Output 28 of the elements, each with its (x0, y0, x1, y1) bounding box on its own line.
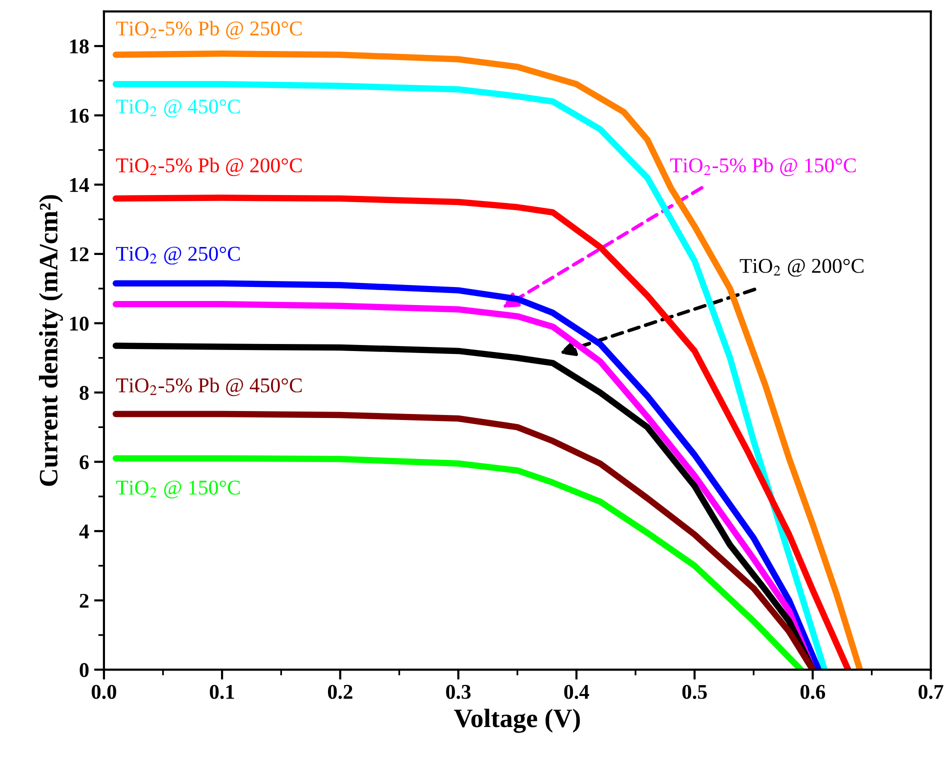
series-label: TiO$_{2}$-5% Pb @ 250°C (116, 20, 302, 40)
y-tick-label: 10 (70, 316, 89, 331)
y-tick-label: 0 (80, 663, 89, 678)
y-tick-label: 14 (70, 178, 89, 192)
series-label: TiO$_{2}$-5% Pb @ 200°C (116, 158, 302, 176)
x-tick-label: 0.6 (800, 684, 826, 700)
x-tick-label: 0.7 (918, 684, 944, 700)
x-tick-label: 0.5 (682, 684, 707, 700)
text: TiO$_{2}$ @ 200°C (740, 258, 864, 277)
x-tick-label: 0.1 (210, 684, 234, 700)
y-tick-label: 6 (80, 455, 89, 470)
y-tick-label: 2 (80, 594, 88, 608)
y-tick-label: 12 (70, 247, 88, 262)
x-axis-title: Voltage (V) (454, 708, 580, 733)
x-tick-label: 0.0 (92, 684, 116, 700)
series-label: TiO$_{2}$ @ 150°C (116, 480, 240, 498)
y-tick-label: 4 (79, 524, 89, 538)
x-tick-label: 0.4 (564, 684, 590, 700)
y-tick-label: 16 (70, 108, 89, 123)
text: TiO$_{2}$-5% Pb @ 150°C (670, 158, 856, 176)
y-axis-title: Current density (mA/cm²) (38, 195, 63, 486)
y-tick-label: 8 (80, 386, 89, 400)
series-label: TiO$_{2}$ @ 450°C (116, 99, 240, 118)
series-label: TiO$_{2}$ @ 250°C (116, 246, 240, 265)
series-label: TiO$_{2}$-5% Pb @ 450°C (116, 378, 302, 396)
y-tick-label: 18 (70, 39, 89, 54)
x-tick-label: 0.3 (446, 684, 471, 700)
x-tick-label: 0.2 (328, 684, 352, 700)
